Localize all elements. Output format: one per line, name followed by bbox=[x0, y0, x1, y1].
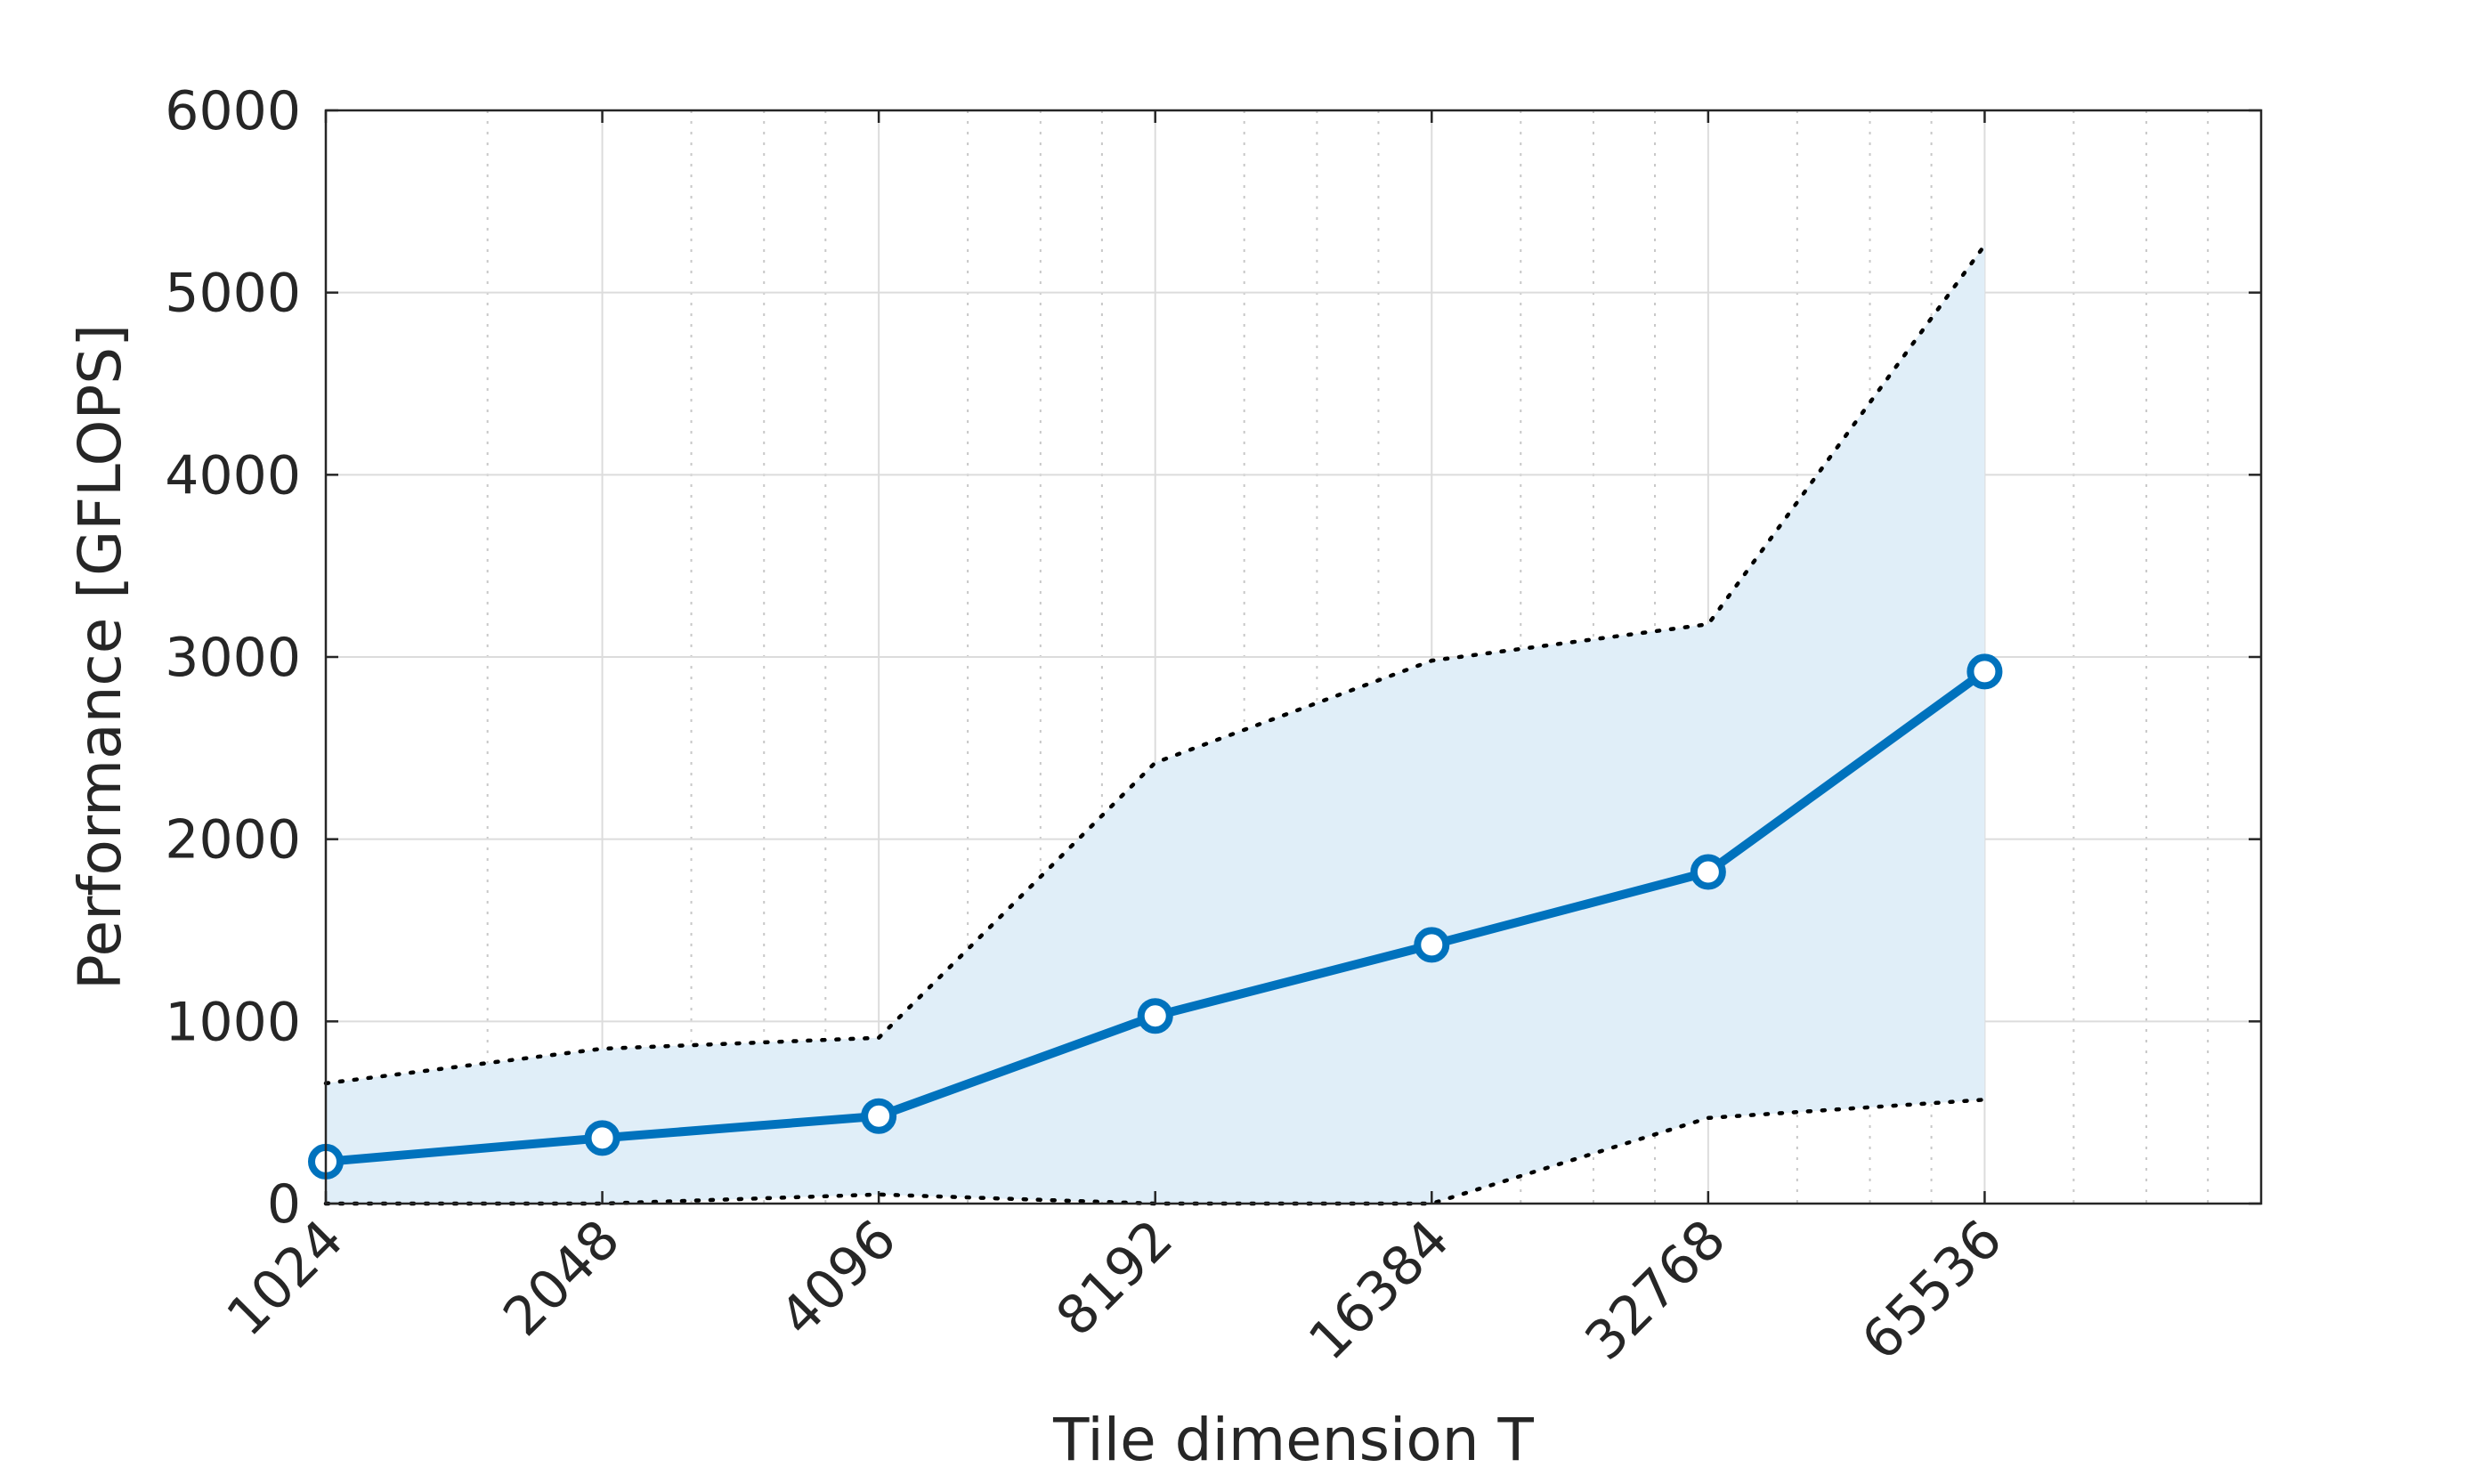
y-tick-label: 2000 bbox=[165, 809, 301, 872]
axes bbox=[324, 109, 2263, 1205]
data-point bbox=[1414, 927, 1450, 963]
y-tick-label: 3000 bbox=[165, 627, 301, 689]
data-point bbox=[1966, 653, 2003, 690]
series-lines bbox=[308, 653, 2003, 1180]
band-fill bbox=[326, 245, 1985, 1204]
data-point bbox=[861, 1098, 897, 1134]
x-axis-title: Tile dimension T bbox=[1052, 1406, 1534, 1474]
y-tick-label: 5000 bbox=[165, 263, 301, 325]
y-tick-label: 4000 bbox=[165, 444, 301, 507]
y-tick-label: 0 bbox=[267, 1173, 301, 1236]
y-tick-label: 1000 bbox=[165, 991, 301, 1053]
data-point bbox=[584, 1120, 620, 1156]
y-axis-title: Performance [GFLOPS] bbox=[66, 324, 134, 990]
data-point bbox=[1690, 854, 1726, 890]
y-tick-label: 6000 bbox=[165, 80, 301, 142]
data-point bbox=[1137, 998, 1173, 1034]
